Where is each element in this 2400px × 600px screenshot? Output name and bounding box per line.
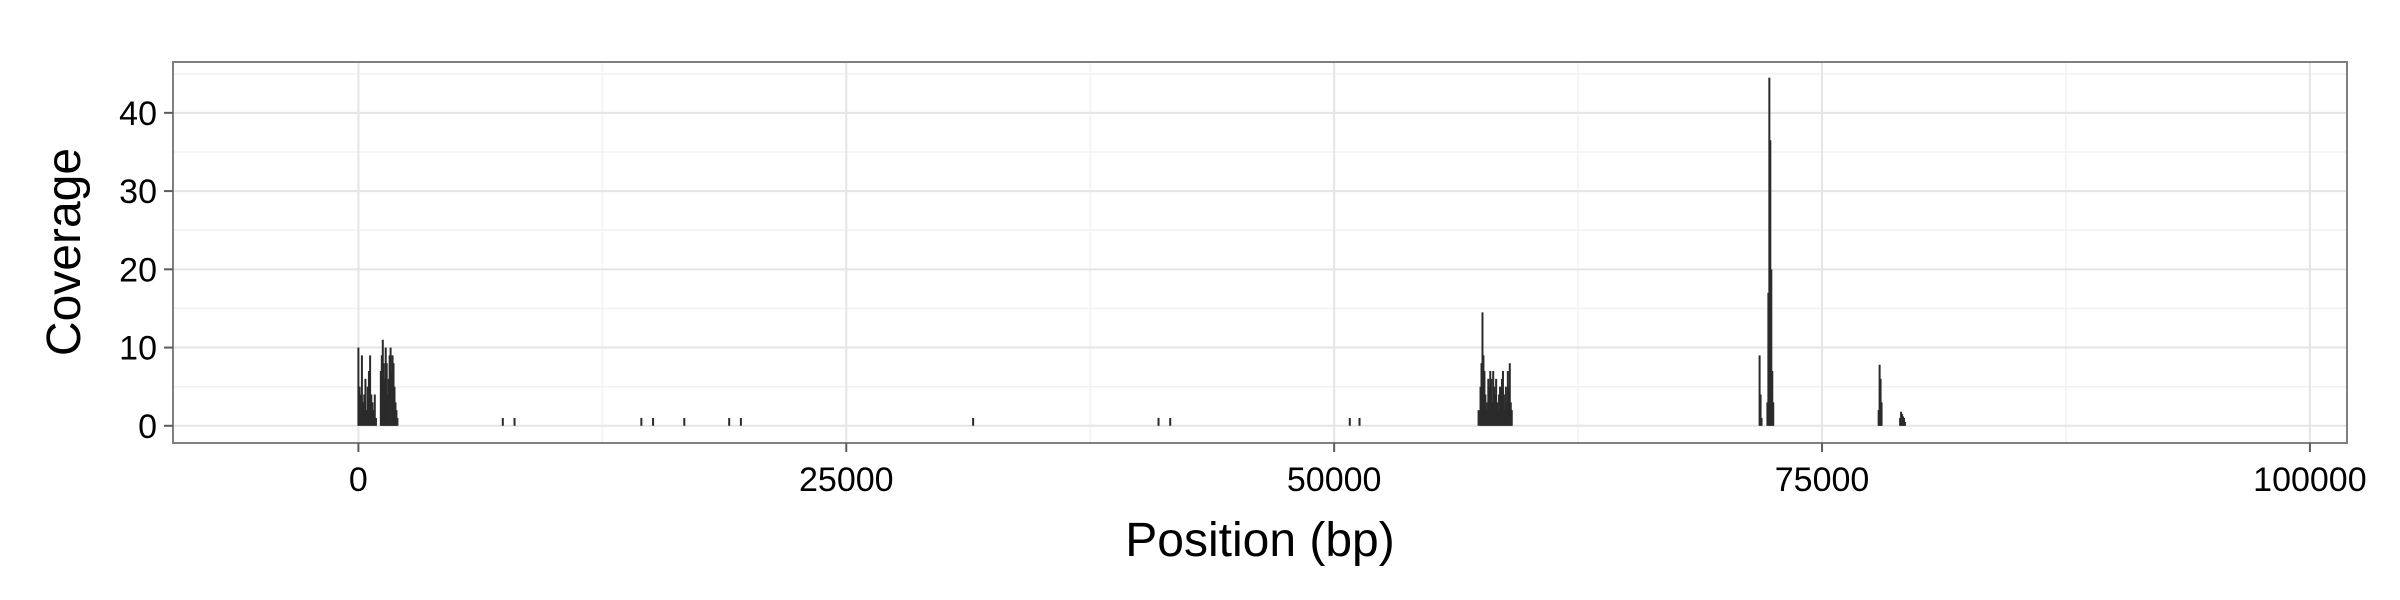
coverage-bar: [1477, 410, 1480, 426]
coverage-bar: [1772, 402, 1775, 426]
coverage-bar: [501, 417, 504, 426]
x-tick-label: 50000: [1287, 461, 1382, 499]
coverage-bar: [362, 402, 365, 426]
coverage-bar: [1169, 417, 1172, 426]
coverage-bar: [1759, 394, 1762, 426]
coverage-bar: [363, 394, 366, 426]
coverage-bar: [364, 378, 367, 426]
coverage-bar: [370, 394, 373, 426]
plot-panel-border: [172, 61, 2348, 444]
x-tick-label: 0: [349, 461, 368, 499]
coverage-bar: [728, 417, 731, 426]
tick-labels: 0 25000 50000 75000 100000 0 10 20 30 40: [119, 95, 2366, 499]
axis-ticks: [164, 111, 2311, 452]
x-tick-label: 25000: [799, 461, 894, 499]
coverage-bar: [972, 417, 975, 426]
coverage-bar: [1903, 421, 1906, 426]
coverage-bar: [739, 417, 742, 426]
coverage-bar: [358, 386, 361, 426]
coverage-bar: [366, 386, 369, 426]
y-tick-label: 10: [119, 330, 157, 368]
coverage-bar: [1880, 402, 1883, 426]
y-tick-label: 40: [119, 95, 157, 133]
coverage-bar: [374, 417, 377, 426]
y-tick-label: 20: [119, 251, 157, 289]
coverage-bar: [1903, 417, 1906, 426]
coverage-bar: [1358, 417, 1361, 426]
coverage-bar: [367, 371, 370, 426]
coverage-bar: [640, 417, 643, 426]
coverage-bar: [1508, 363, 1511, 426]
coverage-bar: [513, 417, 516, 426]
coverage-bar: [652, 417, 655, 426]
y-tick-label: 30: [119, 173, 157, 211]
coverage-bars: [357, 77, 1906, 426]
coverage-bar: [683, 417, 686, 426]
coverage-bar: [357, 347, 360, 426]
coverage-bar: [1157, 417, 1160, 426]
coverage-bar: [1758, 355, 1761, 426]
coverage-bar: [1348, 417, 1351, 426]
coverage-bar: [371, 402, 374, 426]
coverage-bar: [360, 355, 363, 426]
x-tick-label: 75000: [1775, 461, 1870, 499]
coverage-bar: [373, 394, 376, 426]
x-axis-title: Position (bp): [1125, 514, 1394, 567]
x-tick-label: 100000: [2253, 461, 2366, 499]
coverage-bar: [365, 410, 368, 426]
coverage-bar: [1771, 371, 1774, 426]
y-axis-title: Coverage: [38, 148, 91, 356]
coverage-bar: [369, 355, 372, 426]
coverage-bar: [372, 410, 375, 426]
coverage-bar: [1510, 410, 1513, 426]
coverage-bar: [396, 417, 399, 426]
grid-lines: [173, 62, 2347, 443]
coverage-bar: [1770, 269, 1773, 426]
coverage-bar: [1760, 417, 1763, 426]
plot-panel: [173, 62, 2347, 443]
y-tick-label: 0: [138, 408, 157, 446]
coverage-bar: [359, 394, 362, 426]
